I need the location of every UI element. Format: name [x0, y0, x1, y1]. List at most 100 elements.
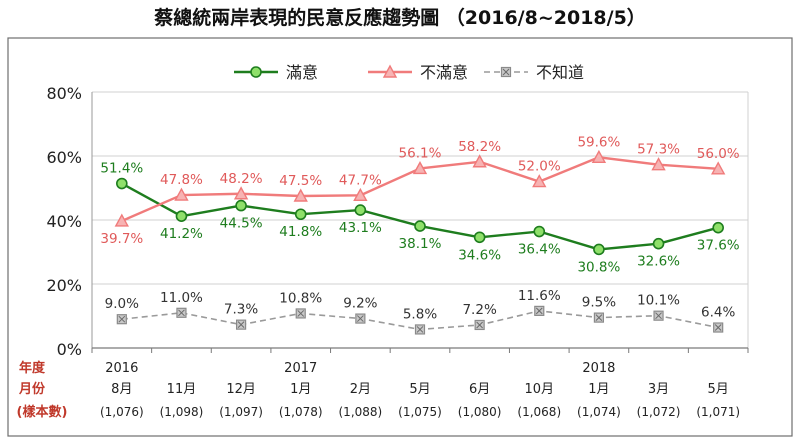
sample-size-label: (1,074) [577, 405, 621, 419]
row-label-year: 年度 [19, 360, 46, 376]
data-label: 39.7% [100, 231, 143, 247]
sample-size-label: (1,098) [160, 405, 204, 419]
legend-entry: 滿意 [286, 63, 318, 82]
data-point-cross [416, 326, 424, 333]
data-point [593, 243, 605, 256]
y-tick-label: 20% [46, 276, 82, 295]
y-tick-label: 0% [57, 340, 82, 359]
data-point [235, 319, 247, 330]
data-label: 32.6% [637, 254, 680, 270]
data-label: 41.8% [279, 224, 322, 240]
y-tick-label: 60% [46, 148, 82, 167]
data-label: 41.2% [160, 226, 203, 242]
sample-size-label: (1,072) [637, 405, 681, 419]
sample-size-label: (1,078) [279, 405, 323, 419]
sample-size-label: (1,076) [100, 405, 144, 419]
x-tick-label: 11月 [167, 382, 197, 397]
data-point [593, 312, 605, 323]
row-label-sample: (樣本數) [17, 404, 68, 420]
data-point-cross [476, 321, 483, 329]
data-point-cross [118, 315, 126, 323]
data-label: 56.1% [399, 145, 442, 161]
data-label: 38.1% [399, 236, 442, 252]
year-label: 2017 [284, 361, 317, 376]
data-point [652, 237, 665, 250]
data-point-cross [535, 307, 543, 315]
x-tick-label: 6月 [469, 382, 490, 397]
year-label: 2018 [582, 361, 615, 376]
data-point [653, 310, 664, 321]
series-layer [114, 149, 726, 335]
data-point [532, 174, 547, 188]
data-point-cross [297, 310, 305, 317]
data-label: 7.3% [224, 302, 258, 318]
data-point [711, 161, 726, 175]
data-label: 9.0% [105, 296, 139, 312]
sample-size-label: (1,075) [398, 405, 442, 419]
data-point [382, 64, 398, 78]
data-point [534, 305, 545, 316]
data-label: 47.8% [160, 172, 203, 188]
data-point-cross [502, 68, 510, 76]
data-point [712, 221, 724, 234]
data-label: 44.5% [220, 216, 263, 232]
data-point-cross [714, 324, 722, 331]
data-point [533, 225, 546, 238]
data-point [175, 210, 188, 222]
data-label: 47.5% [279, 173, 322, 189]
data-label: 56.0% [697, 146, 740, 162]
data-point [500, 66, 512, 78]
legend-entry: 不知道 [536, 63, 584, 82]
data-point [235, 199, 247, 212]
data-point [474, 319, 485, 331]
sample-size-label: (1,088) [339, 405, 383, 419]
data-point [233, 186, 249, 200]
data-label: 5.8% [403, 306, 437, 322]
sample-size-label: (1,097) [219, 405, 263, 419]
x-tick-label: 12月 [226, 382, 256, 397]
row-label-month: 月份 [18, 381, 46, 397]
data-label: 51.4% [100, 161, 143, 177]
data-point [651, 157, 666, 171]
data-point [354, 204, 367, 216]
legend-entry: 不滿意 [420, 63, 468, 82]
x-tick-label: 3月 [648, 382, 669, 397]
data-point [294, 208, 307, 221]
y-tick-label: 40% [46, 212, 82, 231]
sample-size-label: (1,071) [696, 405, 740, 419]
data-label: 30.8% [577, 259, 620, 275]
data-label: 11.6% [518, 288, 561, 304]
data-point [114, 213, 129, 227]
data-point [472, 154, 487, 168]
data-point-cross [237, 321, 245, 328]
data-label: 36.4% [518, 242, 561, 258]
data-point [473, 231, 486, 244]
data-labels: 51.4% 41.2% 44.5% 41.8% 43.1% 38.1% 34.6% 36.4%… [100, 134, 739, 322]
data-point [250, 66, 262, 78]
data-point [591, 149, 607, 163]
data-point [176, 307, 187, 318]
data-point [116, 314, 127, 325]
data-label: 34.6% [458, 247, 501, 263]
data-label: 59.6% [577, 134, 620, 150]
x-tick-label: 1月 [588, 382, 609, 397]
data-point-cross [595, 314, 603, 321]
data-point-cross [178, 309, 185, 317]
data-label: 11.0% [160, 290, 203, 306]
data-point [355, 313, 366, 324]
data-label: 10.1% [637, 293, 680, 309]
chart-title: 蔡總統兩岸表現的民意反應趨勢圖 （2016/8~2018/5） [154, 6, 646, 29]
data-label: 9.2% [343, 296, 377, 312]
data-label: 6.4% [701, 305, 735, 321]
data-point [295, 308, 306, 319]
x-tick-label: 5月 [409, 382, 430, 397]
data-point [414, 220, 426, 232]
data-label: 10.8% [279, 290, 322, 306]
x-tick-label: 2月 [350, 382, 371, 397]
x-tick-label: 8月 [111, 382, 132, 397]
data-label: 7.2% [462, 302, 496, 318]
x-tick-label: 1月 [290, 382, 311, 397]
